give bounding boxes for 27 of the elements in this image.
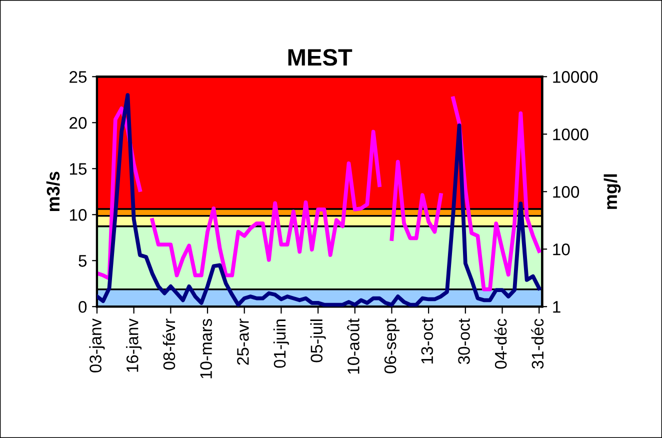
y-tick-label: 0 [78, 301, 87, 313]
x-tick-label: 05-juil [310, 320, 326, 362]
x-tick-label: 04-déc [494, 318, 507, 369]
x-tick-label: 01-juin [273, 319, 289, 368]
y-tick-label: 15 [70, 163, 87, 175]
x-tick-label: 10-mars [200, 319, 212, 378]
chart-title: MEST [288, 49, 352, 66]
y-tick-label: 25 [70, 71, 87, 83]
x-tick-label: 08-févr [162, 318, 176, 370]
x-tick-label: 13-oct [421, 318, 434, 364]
y-tick-label: 10 [70, 209, 87, 221]
x-tick-label: 30-oct [458, 318, 470, 364]
x-tick-label: 10-août [347, 318, 360, 374]
x-tick-label: 31-déc [531, 318, 544, 369]
y2-tick-label: 1000 [553, 128, 588, 140]
y2-tick-label: 100 [553, 186, 580, 198]
y2-tick-label: 1 [553, 301, 560, 313]
x-tick-label: 06-sept [384, 318, 400, 374]
y-tick-label: 5 [78, 255, 87, 267]
y-axis-title: m3/s [46, 172, 60, 212]
x-tick-label: 03-janv [89, 318, 105, 372]
y2-axis-title: mg/l [604, 174, 621, 209]
x-tick-label: 16-janv [126, 318, 142, 372]
y2-tick-label: 10 [553, 244, 570, 256]
x-tick-label: 25-avr [237, 318, 249, 365]
y-tick-label: 20 [70, 117, 87, 129]
y2-tick-label: 10000 [553, 71, 598, 83]
